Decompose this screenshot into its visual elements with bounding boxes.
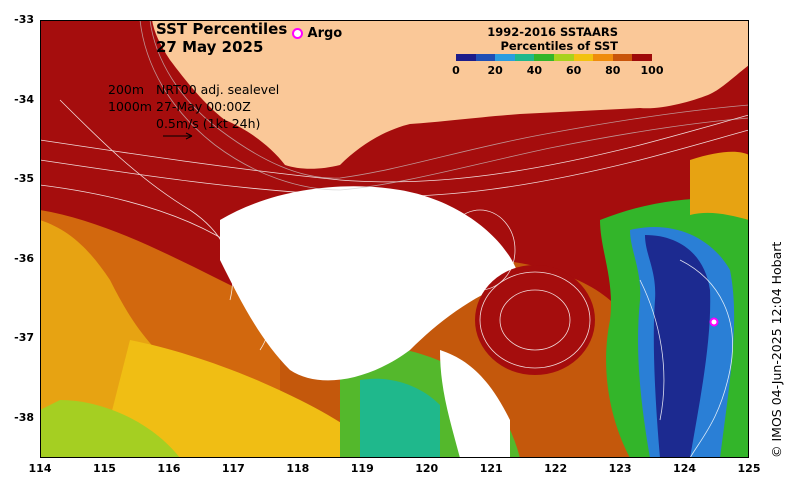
x-tick-label: 123 — [608, 462, 632, 475]
colorbar-tick-label: 80 — [605, 64, 621, 77]
x-tick-label: 125 — [737, 462, 761, 475]
legend-title: 1992-2016 SSTAARS Percentiles of SST — [470, 25, 618, 53]
teal-patch — [360, 378, 440, 458]
model-label: NRT00 adj. sealevel — [156, 82, 280, 97]
y-tick-label: -38 — [14, 410, 34, 424]
colorbar-swatch-0 — [456, 54, 476, 61]
colorbar-swatch-1 — [475, 54, 496, 61]
cloud-gap-central — [220, 186, 520, 381]
y-tick-label: -36 — [14, 251, 34, 265]
colorbar-swatch-4 — [534, 54, 554, 61]
yellow-region-sw — [100, 340, 380, 458]
colorbar-swatch-7 — [593, 54, 613, 61]
map-title: SST Percentiles 27 May 2025 — [156, 20, 287, 56]
depth-label-200: 200m — [108, 82, 145, 97]
x-tick-label: 117 — [221, 462, 245, 475]
scale-label: 0.5m/s (1kt 24h) — [156, 116, 261, 131]
argo-marker-icon — [292, 28, 303, 39]
colorbar-swatch-5 — [553, 54, 574, 61]
cold-core-east — [645, 235, 711, 458]
colorbar-swatch-8 — [612, 54, 633, 61]
colorbar-tick-label: 40 — [526, 64, 543, 77]
colorbar-swatch-6 — [573, 54, 594, 61]
x-tick-label: 115 — [92, 462, 116, 475]
y-tick-label: -34 — [14, 92, 34, 106]
argo-label: Argo — [307, 26, 343, 41]
velocity-scale-arrow — [163, 132, 193, 140]
colorbar-swatch-2 — [495, 54, 515, 61]
orange-patch-ne — [690, 151, 749, 220]
x-tick-label: 121 — [479, 462, 503, 475]
cloud-gap-south — [440, 350, 510, 458]
title-line2: 27 May 2025 — [156, 38, 264, 56]
x-tick-label: 119 — [350, 462, 374, 475]
time-label: 27-May 00:00Z — [156, 99, 251, 114]
title-line1: SST Percentiles — [156, 20, 288, 38]
legend-title-line1: 1992-2016 SSTAARS — [487, 25, 618, 39]
y-tick-label: -33 — [14, 13, 34, 26]
colorbar-tick-label: 0 — [452, 64, 460, 77]
colorbar-swatch-3 — [514, 54, 535, 61]
colorbar-swatch-9 — [632, 54, 652, 61]
colorbar-tick-label: 60 — [565, 64, 582, 77]
argo-float-marker[interactable] — [709, 317, 719, 327]
warm-eddy — [475, 265, 595, 375]
y-tick-label: -35 — [14, 172, 34, 185]
credit-text: © IMOS 04-Jun-2025 12:04 Hobart — [769, 241, 784, 458]
argo-legend: Argo — [292, 26, 342, 41]
colorbar-tick-label: 100 — [640, 64, 664, 77]
x-tick-label: 118 — [286, 462, 310, 475]
legend-title-line2: Percentiles of SST — [500, 39, 618, 53]
y-tick-label: -37 — [14, 331, 34, 344]
sst-field — [40, 20, 749, 458]
depth-label-1000: 1000m — [108, 99, 152, 114]
x-tick-label: 124 — [673, 462, 697, 475]
sst-map[interactable]: SST Percentiles 27 May 2025 Argo 200m 10… — [40, 20, 749, 458]
bathymetry-lines — [139, 20, 749, 191]
x-tick-label: 116 — [157, 462, 181, 475]
x-tick-label: 120 — [415, 462, 439, 475]
colorbar — [456, 54, 652, 61]
sealevel-contours — [40, 99, 749, 458]
x-tick-label: 114 — [28, 462, 52, 475]
x-tick-label: 122 — [544, 462, 568, 475]
green-region-sw — [40, 400, 180, 458]
colorbar-tick-label: 20 — [487, 64, 503, 77]
